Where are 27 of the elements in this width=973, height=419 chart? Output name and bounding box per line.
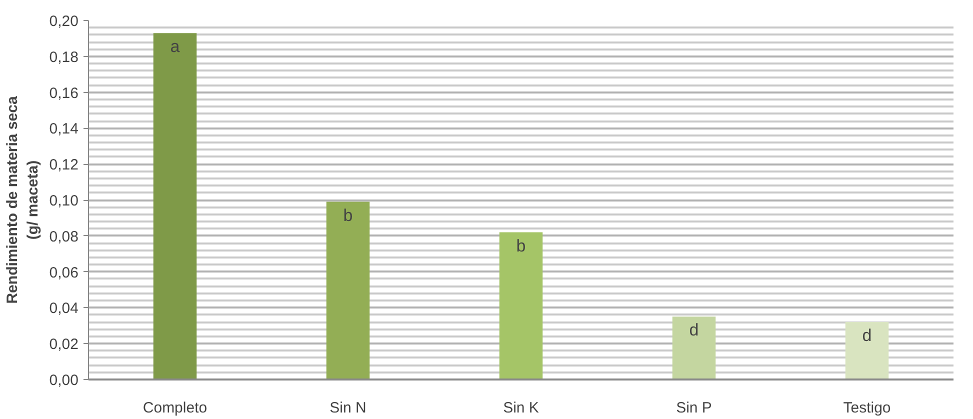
x-tick-label: Completo — [142, 400, 208, 416]
y-tick-label: 0,04 — [49, 300, 79, 318]
annotation: b — [516, 236, 526, 256]
bar — [845, 322, 889, 380]
x-tick-label: Testigo — [843, 400, 891, 416]
y-tick-label: 0,08 — [49, 228, 79, 246]
y-tick-label: 0,18 — [49, 48, 79, 66]
annotation: a — [170, 37, 180, 56]
bar — [672, 316, 716, 380]
bar — [499, 232, 543, 380]
y-tick-label: 0,14 — [49, 120, 79, 138]
annotation: d — [862, 326, 872, 346]
y-tick-label: 0,16 — [49, 84, 79, 102]
annotation: b — [343, 206, 353, 225]
bar — [326, 202, 370, 380]
y-tick-label: 0,12 — [49, 156, 79, 174]
x-tick-label: Sin N — [330, 400, 366, 416]
y-tick-label: 0,02 — [49, 336, 79, 354]
bar — [153, 33, 197, 380]
x-tick-label: Sin P — [676, 400, 712, 416]
y-tick-label: 0,10 — [49, 192, 79, 210]
annotation: d — [689, 320, 699, 340]
y-axis-title: Rendimiento de materia seca (g/ maceta) — [4, 96, 42, 304]
x-tick-label: Sin K — [503, 400, 539, 416]
y-tick-label: 0,06 — [49, 264, 79, 282]
y-tick-label: 0,20 — [49, 13, 79, 30]
y-tick-label: 0,00 — [49, 372, 79, 389]
